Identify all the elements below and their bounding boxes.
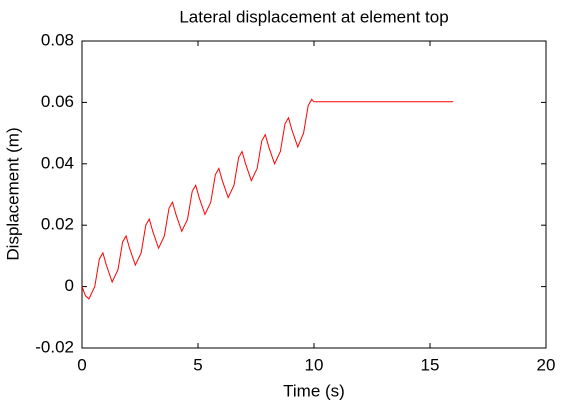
x-axis-label: Time (s) [283, 381, 345, 400]
x-tick-label: 0 [77, 355, 86, 374]
y-tick-label: -0.02 [35, 337, 74, 356]
data-line [81, 98, 454, 300]
x-tick-label: 20 [537, 355, 556, 374]
x-tick-label: 15 [421, 355, 440, 374]
y-tick-label: 0 [65, 276, 74, 295]
y-tick-label: 0.02 [41, 215, 74, 234]
y-tick-label: 0.04 [41, 153, 74, 172]
x-tick-label: 5 [193, 355, 202, 374]
y-axis-label: Displacement (m) [3, 127, 22, 260]
chart-title: Lateral displacement at element top [179, 7, 448, 26]
x-tick-label: 10 [305, 355, 324, 374]
plot-box [81, 40, 547, 349]
y-tick-label: 0.08 [41, 30, 74, 49]
y-tick-label: 0.06 [41, 92, 74, 111]
